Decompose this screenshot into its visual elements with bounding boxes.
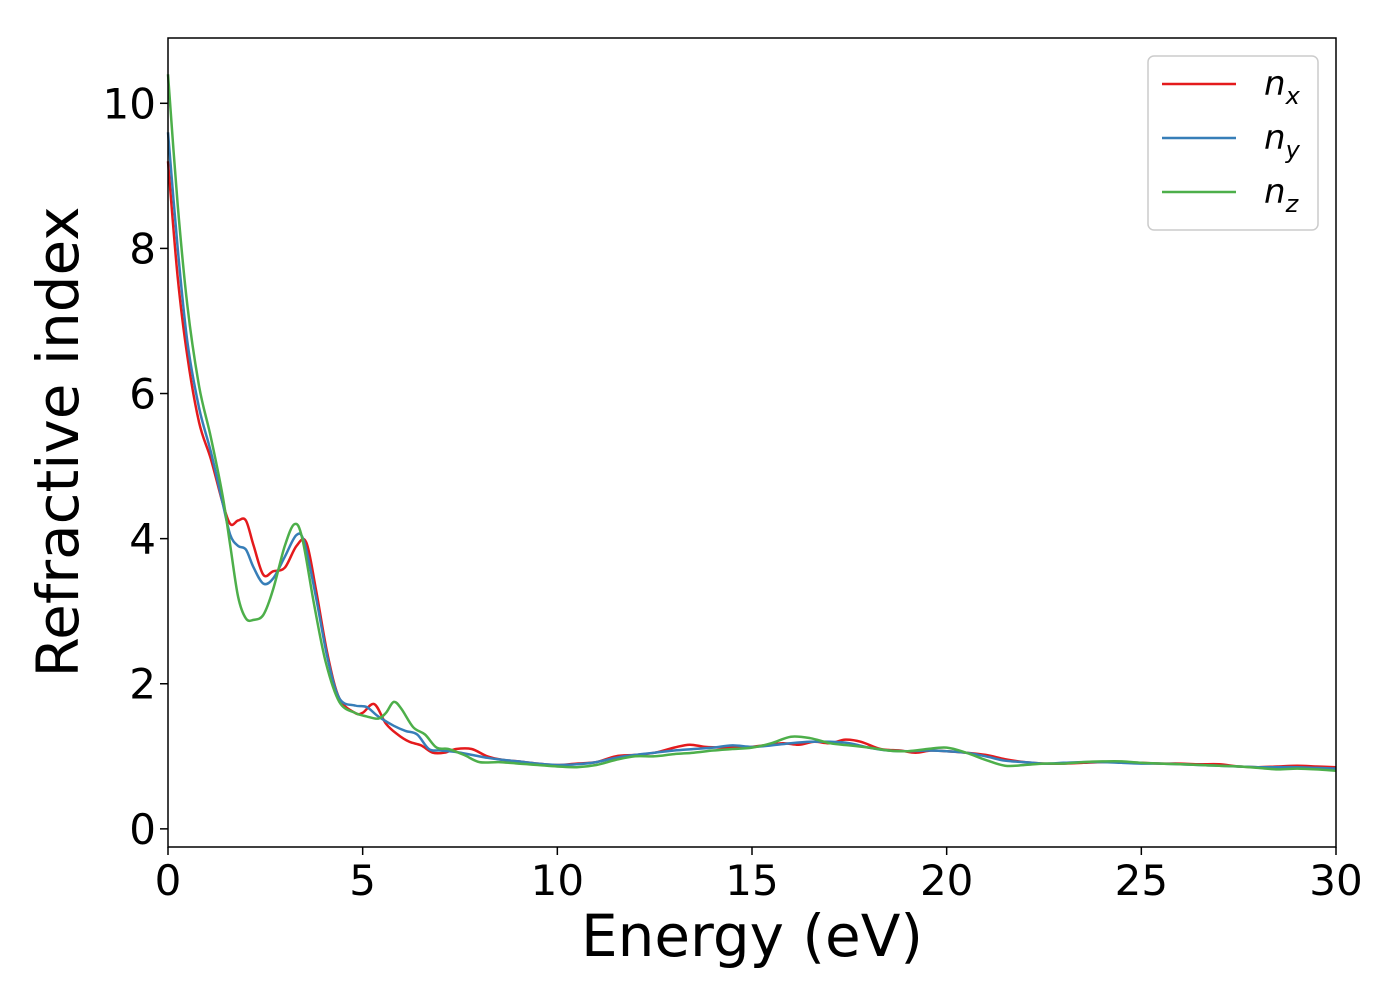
series-line-nz (166, 74, 1337, 773)
x-tick-label: 0 (155, 856, 182, 905)
x-tick-label: 10 (531, 856, 584, 905)
x-axis-title: Energy (eV) (581, 902, 923, 970)
legend-box (1147, 55, 1319, 231)
legend: nx ny nz (1147, 55, 1319, 231)
y-tick-label: 4 (129, 515, 156, 564)
y-axis-title: Refractive index (24, 206, 92, 677)
y-tick-label: 0 (129, 805, 156, 854)
y-tick-label: 6 (129, 370, 156, 419)
x-axis-ticks: 0 5 10 15 20 25 30 (155, 847, 1363, 905)
x-tick-label: 30 (1309, 856, 1362, 905)
x-tick-label: 15 (725, 856, 778, 905)
x-tick-label: 5 (349, 856, 376, 905)
series-lines (166, 74, 1337, 773)
y-tick-label: 2 (129, 660, 156, 709)
y-tick-label: 8 (129, 224, 156, 273)
x-tick-label: 20 (920, 856, 973, 905)
legend-label-ny: ny (1264, 118, 1301, 164)
legend-label-nx: nx (1264, 64, 1301, 110)
x-tick-label: 25 (1115, 856, 1168, 905)
legend-label-nz: nz (1264, 172, 1300, 218)
y-tick-label: 10 (103, 79, 156, 128)
y-axis-ticks: 0 2 4 6 8 10 (103, 79, 168, 854)
